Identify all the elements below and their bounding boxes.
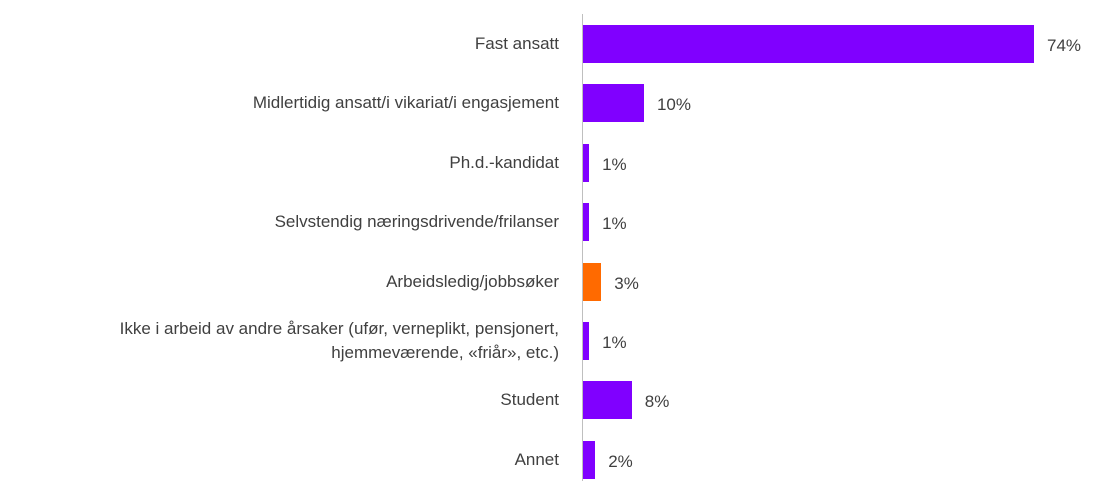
- data-label: 1%: [602, 333, 627, 352]
- data-label: 2%: [608, 451, 633, 471]
- category-label: Ikke i arbeid av andre årsaker (ufør, ve…: [119, 319, 559, 362]
- category-label: Midlertidig ansatt/i vikariat/i engasjem…: [252, 93, 559, 113]
- bar: [583, 25, 1034, 63]
- data-label: 8%: [644, 392, 670, 412]
- bar: [583, 322, 590, 360]
- data-label: 1%: [602, 154, 627, 174]
- bar: [583, 143, 590, 182]
- category-label: Student: [500, 390, 559, 410]
- category-label: Annet: [514, 449, 559, 469]
- bar: [583, 84, 644, 123]
- bar: [583, 381, 632, 420]
- data-label: 1%: [602, 214, 627, 234]
- category-axis: [582, 14, 583, 481]
- data-label: 74%: [1047, 36, 1082, 55]
- category-label: Arbeidsledig/jobbsøker: [386, 271, 559, 291]
- category-label: Ph.d.-kandidat: [449, 152, 559, 172]
- data-label: 3%: [614, 273, 639, 293]
- category-label: Fast ansatt: [474, 34, 559, 53]
- bar: [583, 262, 602, 301]
- data-label: 10%: [656, 95, 691, 115]
- category-label: Selvstendig næringsdrivende/frilanser: [274, 212, 559, 232]
- bar: [583, 440, 596, 479]
- bar: [583, 203, 590, 242]
